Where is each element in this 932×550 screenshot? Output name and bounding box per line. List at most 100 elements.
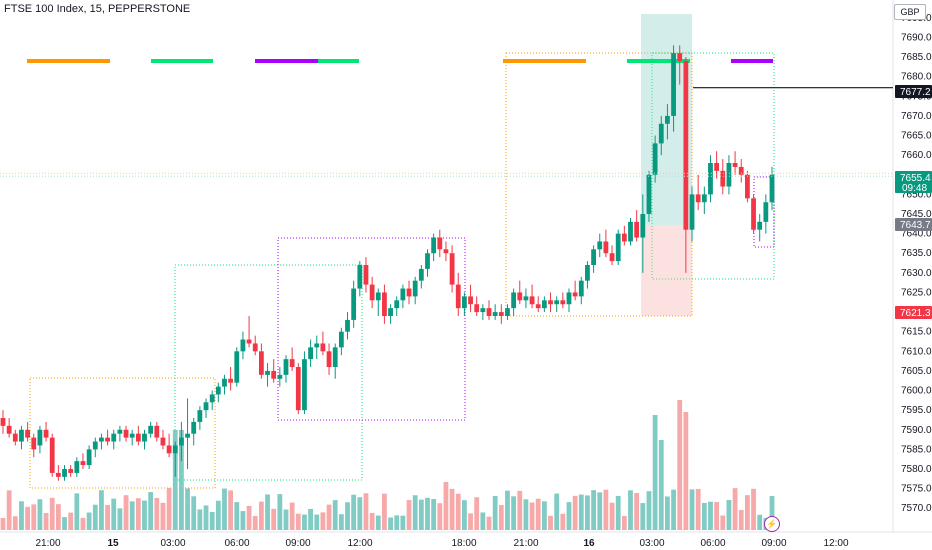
volume-bar [179,430,184,530]
candle-body [185,433,190,438]
candle-body [375,292,381,301]
candle-body [283,359,289,375]
candle-body [74,461,80,473]
candle-body [640,214,646,238]
candle-body [117,429,123,434]
session-box [651,52,775,280]
y-tick-label: 7640.0 [901,229,932,240]
volume-bar [37,499,43,530]
price-tag-countdown: 09:48 [902,183,927,194]
candle-body [37,429,43,446]
candle-body [320,343,326,352]
volume-bar [295,513,301,530]
y-tick-label: 7650.0 [901,189,932,200]
volume-bar [105,504,110,530]
candle-body [68,469,74,473]
volume-bar [228,490,234,530]
x-tick-label: 06:00 [224,538,249,549]
price-tag [895,306,932,319]
volume-bar [160,502,166,530]
volume-bar [462,500,467,530]
candle-body [99,437,104,442]
volume-bar [80,517,86,530]
volume-bar [431,499,437,530]
candle-body [345,319,350,332]
y-tick-label: 7590.0 [901,425,932,436]
candle-body [388,308,393,316]
currency-selector[interactable]: GBP [894,4,926,20]
volume-bar [554,493,560,530]
candle-body [468,296,473,305]
y-tick-label: 7625.0 [901,287,932,298]
volume-bar [43,513,49,530]
volume-bar [744,495,750,530]
volume-bar [68,512,74,530]
volume-bar [99,490,104,530]
volume-bar [418,499,424,530]
volume-bar [541,501,547,530]
session-box [505,52,693,317]
volume-bar [560,513,566,530]
volume-bar [720,515,726,530]
candle-body [154,425,160,438]
candle-body [621,233,627,242]
candle-body [591,249,596,265]
candle-body [523,296,529,301]
volume-bar [6,490,12,530]
candle-body [179,437,184,446]
candle-body [529,296,535,305]
y-tick-label: 7610.0 [901,346,932,357]
price-tag-label: 7621.3 [900,308,931,319]
candle-body [455,284,461,309]
candle-body [763,202,769,222]
volume-bar [375,515,381,530]
candle-body [708,163,713,195]
candle-body [203,402,209,411]
candle-body [135,433,141,442]
volume-bar [111,498,117,530]
y-tick-label: 7680.0 [901,72,932,83]
volume-bar [566,502,572,530]
candle-body [277,374,283,379]
volume-bar [25,506,31,530]
candle-body [252,343,258,352]
volume-bar [302,514,307,530]
volume-bar [166,488,172,530]
candle-body [769,174,775,203]
candle-body [123,429,129,438]
candle-body [412,280,418,297]
candle-body [701,194,707,203]
volume-bar [652,415,658,530]
volume-bar [117,508,123,530]
chart-title: FTSE 100 Index, 15, PEPPERSTONE [4,3,191,15]
volume-bar [412,495,418,530]
candle-body [720,170,726,187]
candle-body [615,233,621,262]
volume-bar [326,504,332,530]
volume-bar [634,492,640,530]
volume-bar [289,502,295,530]
volume-bar [314,514,320,530]
x-tick-label: 18:00 [451,538,476,549]
lightning-icon[interactable]: ⚡ [764,516,780,532]
candle-body [302,359,307,411]
volume-bar [492,495,498,530]
volume-bar [31,504,37,530]
candle-body [258,351,264,375]
candle-body [92,441,98,450]
candle-body [166,445,172,454]
volume-bar [437,503,443,530]
volume-bar [726,500,732,530]
volume-bar [172,430,178,530]
volume-bar [369,512,375,530]
x-tick-label: 09:00 [285,538,310,549]
y-tick-label: 7670.0 [901,111,932,122]
volume-bar [695,488,701,530]
candle-body [49,437,55,473]
candle-body [554,300,560,305]
volume-bar [148,492,154,530]
y-tick-label: 7645.0 [901,209,932,220]
candle-body [541,300,547,309]
